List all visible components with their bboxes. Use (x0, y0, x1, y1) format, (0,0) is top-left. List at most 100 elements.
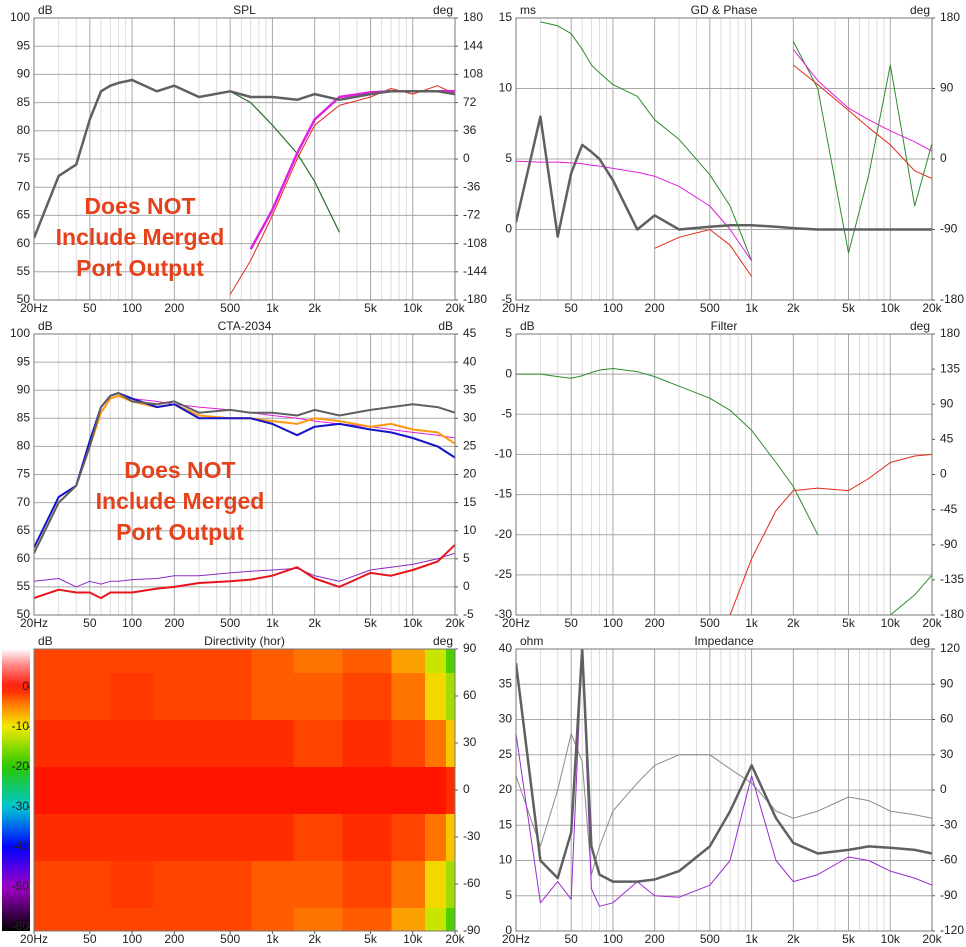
x-tick-label: 20Hz (20, 616, 48, 630)
plot-border (33, 17, 456, 301)
x-tick-label: 5k (842, 616, 856, 630)
heatmap-cell (342, 719, 393, 767)
y2-tick-label: 30 (940, 747, 954, 761)
heatmap-cell (61, 672, 112, 720)
y2-tick-label: 25 (463, 439, 477, 453)
y-tick-label: 65 (17, 523, 31, 537)
annotation: Port Output (76, 255, 204, 281)
x-tick-label: 1k (745, 616, 759, 630)
heatmap-cell (34, 719, 63, 767)
heatmap-cell (202, 719, 252, 767)
y2-axis-unit: deg (910, 3, 930, 17)
chart-panel: 20Hz 50 100 200 500 1k 2k 5k 10k 20k5055606570758… (10, 319, 477, 630)
y-tick-label: 80 (17, 123, 31, 137)
x-tick-label: 2k (308, 301, 322, 315)
heatmap-cell (446, 813, 456, 861)
series-line (654, 64, 932, 277)
x-tick-label: 500 (220, 932, 240, 946)
heatmap-cell (153, 672, 203, 720)
heatmap-cell (293, 719, 344, 767)
chart-panel: 20Hz 50 100 200 500 1k 2k 5k 10k 20k 0 5 10 15 20 25 30 3… (499, 634, 965, 946)
heatmap-cell (202, 813, 252, 861)
y2-tick-label: 5 (463, 551, 470, 565)
x-tick-label: 20Hz (20, 932, 48, 946)
y2-tick-label: -5 (463, 607, 474, 621)
x-tick-label: 500 (220, 616, 240, 630)
heatmap-cell (391, 813, 426, 861)
heatmap-cell (425, 719, 447, 767)
heatmap-cell (34, 672, 63, 720)
y2-tick-label: -72 (463, 208, 481, 222)
y2-tick-label: 120 (940, 641, 960, 655)
heatmap-cell (425, 860, 447, 908)
y2-tick-label: -144 (463, 264, 487, 278)
y2-tick-label: -90 (940, 222, 958, 236)
heatmap-cell (34, 649, 63, 673)
x-tick-label: 20Hz (502, 616, 530, 630)
heatmap-cell (61, 813, 112, 861)
x-tick-label: 500 (220, 301, 240, 315)
x-tick-label: 100 (122, 932, 142, 946)
y2-tick-label: 20 (463, 467, 477, 481)
y2-tick-label: 60 (940, 712, 954, 726)
y-tick-label: 65 (17, 208, 31, 222)
heatmap-cell (342, 649, 393, 673)
heatmap-cell (251, 649, 295, 673)
series-line (516, 368, 932, 615)
heatmap-cell (293, 649, 344, 673)
heatmap-cell (202, 907, 252, 932)
x-tick-label: 50 (565, 932, 579, 946)
annotation: Include Merged (56, 224, 225, 250)
heatmap-cell (293, 766, 344, 814)
heatmap-cell (110, 719, 154, 767)
y-tick-label: 35 (499, 676, 513, 690)
y-tick-label: 20 (499, 782, 513, 796)
heatmap-cell (342, 907, 393, 932)
y2-tick-label: 108 (463, 67, 483, 81)
y-tick-label: 75 (17, 467, 31, 481)
y-tick-label: 60 (17, 551, 31, 565)
x-tick-label: 2k (787, 301, 801, 315)
x-tick-label: 20Hz (20, 301, 48, 315)
heatmap-cell (34, 860, 63, 908)
y-tick-label: 85 (17, 95, 31, 109)
heatmap-cell (61, 649, 112, 673)
y-tick-label: -5 (501, 292, 512, 306)
x-tick-label: 20k (922, 616, 942, 630)
series-line (516, 649, 932, 883)
heatmap-cell (425, 907, 447, 932)
y2-tick-label: 90 (463, 641, 477, 655)
colorbar-tick-label: -10 (12, 719, 30, 733)
x-tick-label: 10k (881, 616, 901, 630)
heatmap-cell (202, 649, 252, 673)
x-tick-label: 20k (445, 932, 465, 946)
annotation: Include Merged (96, 488, 265, 514)
y2-axis-unit: deg (433, 634, 453, 648)
y2-tick-label: -180 (940, 607, 964, 621)
heatmap-cell (446, 860, 456, 908)
y2-axis-unit: dB (438, 319, 453, 333)
heatmap-cell (391, 649, 426, 673)
y2-tick-label: 0 (463, 151, 470, 165)
x-tick-label: 500 (700, 932, 720, 946)
plot-border (33, 333, 456, 616)
x-tick-label: 5k (364, 932, 378, 946)
plot-border (33, 648, 456, 932)
x-tick-label: 50 (83, 301, 97, 315)
colorbar-tick-label: -20 (12, 759, 30, 773)
y-axis-unit: ms (520, 3, 536, 17)
heatmap-cell (446, 766, 456, 814)
x-tick-label: 20k (922, 932, 942, 946)
y2-axis-unit: deg (433, 3, 453, 17)
heatmap-cell (61, 860, 112, 908)
y2-tick-label: -90 (940, 888, 958, 902)
heatmap-cell (425, 813, 447, 861)
y2-tick-label: 180 (463, 10, 483, 24)
y-tick-label: 50 (17, 292, 31, 306)
y2-tick-label: 35 (463, 382, 477, 396)
series-line (516, 115, 932, 238)
heatmap-cell (110, 813, 154, 861)
x-tick-label: 100 (603, 932, 623, 946)
y2-tick-label: -180 (940, 292, 964, 306)
